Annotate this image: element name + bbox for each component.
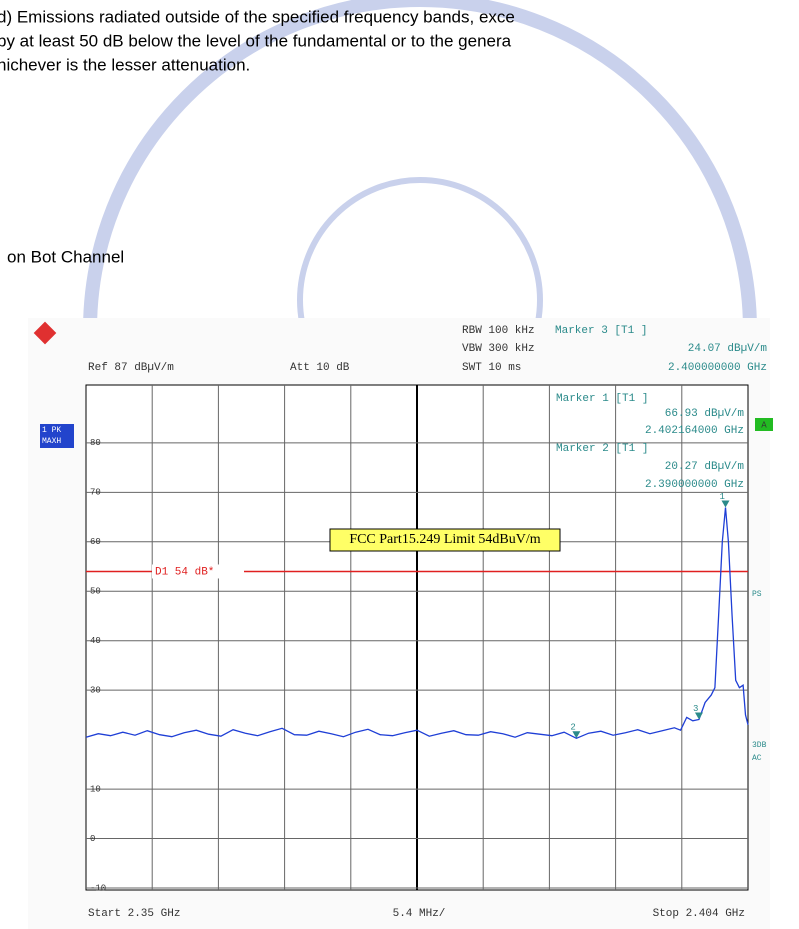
readout-title: Marker 3 [T1 ] xyxy=(555,325,647,337)
y-tick-label: 30 xyxy=(90,686,101,696)
y-tick-label: -10 xyxy=(90,883,106,893)
trace-label: 1 PK xyxy=(42,426,61,435)
readout-value: 66.93 dBµV/m xyxy=(665,408,745,420)
doc-line: by at least 50 dB below the level of the… xyxy=(0,31,512,50)
limit-label: D1 54 dB* xyxy=(155,566,214,578)
marker xyxy=(721,500,730,508)
annotation: FCC Part15.249 Limit 54dBuV/m xyxy=(349,532,540,547)
trace xyxy=(85,507,749,740)
y-tick-label: 40 xyxy=(90,636,101,646)
doc-line: d) Emissions radiated outside of the spe… xyxy=(0,7,515,26)
div: 5.4 MHz/ xyxy=(393,908,446,920)
y-tick-label: 10 xyxy=(90,784,101,794)
readout-title: Marker 1 [T1 ] xyxy=(556,393,648,405)
readout-freq: 2.402164000 GHz xyxy=(645,425,744,437)
limit-label-bg xyxy=(152,564,244,579)
y-tick-label: 60 xyxy=(90,537,101,547)
vbw: VBW 300 kHz xyxy=(462,343,535,355)
ps: PS xyxy=(752,590,762,599)
ac: AC xyxy=(752,754,762,763)
caption: on Bot Channel xyxy=(7,247,124,266)
db3: 3DB xyxy=(752,741,767,750)
readout-freq: 2.400000000 GHz xyxy=(668,362,767,374)
marker xyxy=(572,731,581,739)
marker-label: 1 xyxy=(719,492,724,502)
marker-label: 2 xyxy=(570,723,575,733)
y-tick-label: 50 xyxy=(90,587,101,597)
readout-freq: 2.390000000 GHz xyxy=(645,479,744,491)
swt: SWT 10 ms xyxy=(462,362,521,374)
start: Start 2.35 GHz xyxy=(88,908,180,920)
a-box xyxy=(755,418,773,431)
y-tick-label: 0 xyxy=(90,834,95,844)
ref: Ref 87 dBµV/m xyxy=(88,362,174,374)
a-label: A xyxy=(761,420,767,430)
annotation-box xyxy=(329,528,561,552)
marker xyxy=(694,712,703,720)
y-tick-label: 80 xyxy=(90,438,101,448)
doc-line: hichever is the lesser attenuation. xyxy=(0,55,250,74)
readout-value: 24.07 dBµV/m xyxy=(688,343,768,355)
y-tick-label: 70 xyxy=(90,488,101,498)
mode-label: MAXH xyxy=(42,437,61,446)
trace-tab xyxy=(40,424,74,448)
att: Att 10 dB xyxy=(290,362,350,374)
readout-title: Marker 2 [T1 ] xyxy=(556,443,648,455)
stop: Stop 2.404 GHz xyxy=(653,908,745,920)
rbw: RBW 100 kHz xyxy=(462,325,535,337)
marker-label: 3 xyxy=(693,704,698,714)
readout-value: 20.27 dBµV/m xyxy=(665,461,745,473)
